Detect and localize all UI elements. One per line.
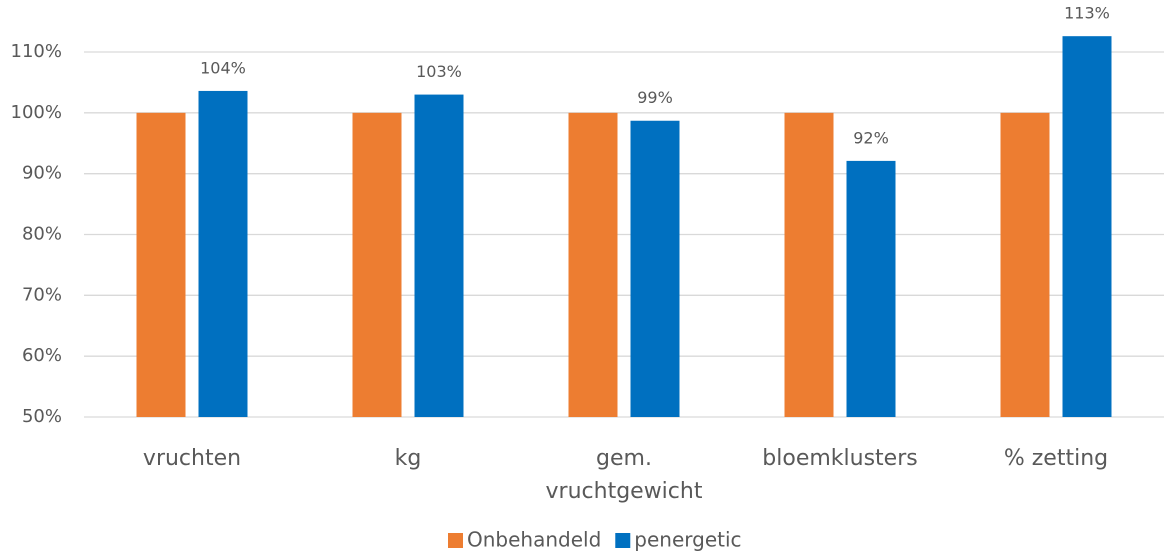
- bar: [784, 112, 834, 417]
- x-tick-label: vruchten: [143, 446, 241, 471]
- bar: [1062, 36, 1112, 417]
- y-tick-label: 50%: [22, 406, 62, 427]
- y-tick-label: 100%: [11, 102, 62, 123]
- data-label: 103%: [416, 62, 462, 81]
- bar: [136, 112, 186, 417]
- legend-swatch: [615, 533, 631, 548]
- legend-swatch: [448, 533, 463, 548]
- data-label: 99%: [637, 88, 673, 107]
- y-tick-label: 90%: [22, 163, 62, 184]
- bar: [846, 160, 896, 417]
- bar: [630, 120, 680, 417]
- x-tick-label: % zetting: [1004, 446, 1108, 471]
- y-tick-label: 80%: [22, 224, 62, 245]
- data-label: 104%: [200, 58, 246, 77]
- y-tick-label: 110%: [11, 41, 62, 62]
- bar: [414, 94, 464, 417]
- bar: [352, 112, 402, 417]
- data-label: 113%: [1064, 4, 1110, 23]
- x-tick-label: kg: [395, 446, 422, 471]
- bar: [198, 90, 248, 417]
- data-label: 92%: [853, 128, 889, 147]
- y-tick-label: 70%: [22, 284, 62, 305]
- x-tick-label: bloemklusters: [762, 446, 917, 471]
- bar: [1000, 112, 1050, 417]
- legend-label: penergetic: [634, 528, 741, 552]
- y-tick-label: 60%: [22, 345, 62, 366]
- legend-label: Onbehandeld: [467, 528, 601, 552]
- bar: [568, 112, 618, 417]
- x-tick-label: gem. vruchtgewicht: [546, 446, 703, 504]
